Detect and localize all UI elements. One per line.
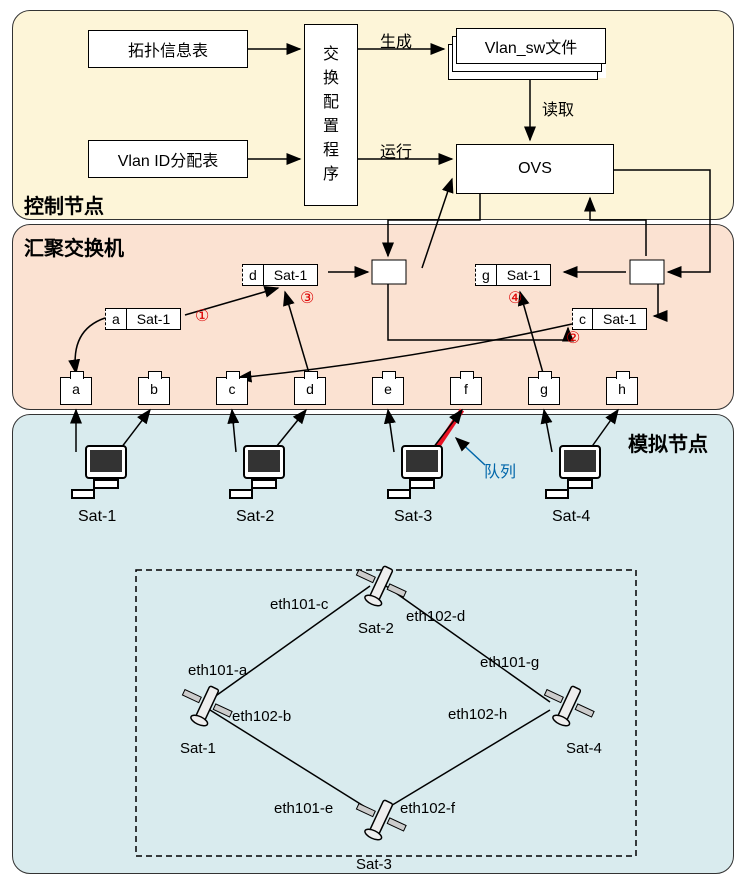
sat1-label: Sat-1 [180, 740, 216, 757]
packet-g: g Sat-1 [475, 264, 551, 286]
port-f: f [450, 377, 482, 405]
packet-d: d Sat-1 [242, 264, 318, 286]
eth-101c: eth101-c [270, 596, 328, 613]
port-g: g [528, 377, 560, 405]
run-label: 运行 [380, 138, 412, 162]
circ-4: ④ [508, 288, 522, 308]
packet-c: c Sat-1 [572, 308, 647, 330]
port-c: c [216, 377, 248, 405]
eth-101a: eth101-a [188, 662, 247, 679]
port-b: b [138, 377, 170, 405]
comp4-label: Sat-4 [552, 508, 590, 526]
circ-1: ① [195, 306, 209, 326]
port-h: h [606, 377, 638, 405]
circ-3: ③ [300, 288, 314, 308]
computer-2 [228, 440, 288, 510]
gen-label: 生成 [380, 28, 412, 52]
eth-102d: eth102-d [406, 608, 465, 625]
eth-101g: eth101-g [480, 654, 539, 671]
eth-102b: eth102-b [232, 708, 291, 725]
packet-a: a Sat-1 [105, 308, 181, 330]
read-label: 读取 [542, 96, 574, 120]
sat2-label: Sat-2 [358, 620, 394, 637]
circ-2: ② [566, 328, 580, 348]
comp2-label: Sat-2 [236, 508, 274, 526]
sat3-label: Sat-3 [356, 856, 392, 873]
eth-101e: eth101-e [274, 800, 333, 817]
computer-3 [386, 440, 446, 510]
queue-label: 队列 [484, 458, 516, 482]
sat4-label: Sat-4 [566, 740, 602, 757]
port-a: a [60, 377, 92, 405]
eth-102h: eth102-h [448, 706, 507, 723]
comp1-label: Sat-1 [78, 508, 116, 526]
computer-4 [544, 440, 604, 510]
port-d: d [294, 377, 326, 405]
computer-1 [70, 440, 130, 510]
port-e: e [372, 377, 404, 405]
comp3-label: Sat-3 [394, 508, 432, 526]
eth-102f: eth102-f [400, 800, 455, 817]
